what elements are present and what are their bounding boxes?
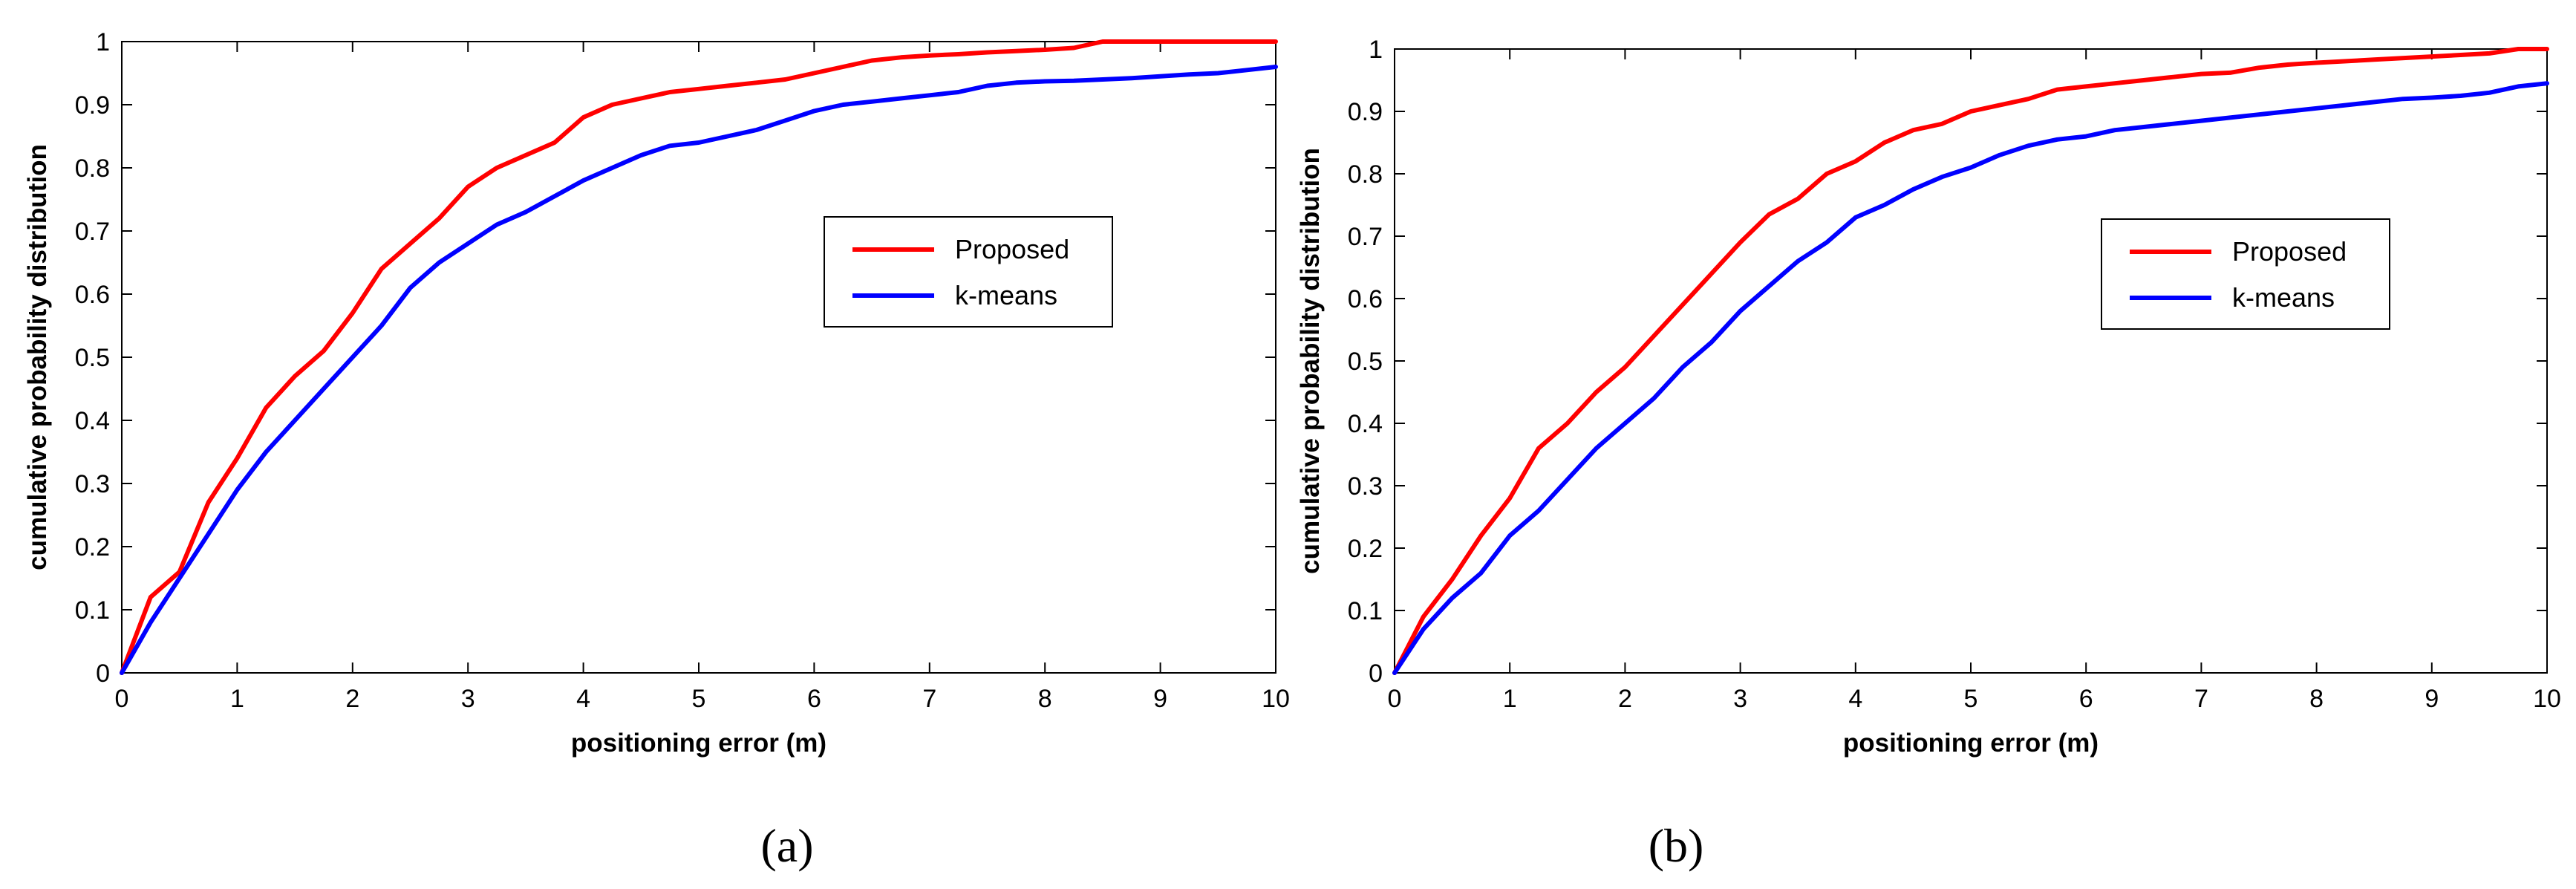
y-tick-label: 0.8: [75, 154, 110, 183]
y-tick-label: 0: [1369, 660, 1383, 688]
y-tick-label: 0.4: [75, 407, 110, 435]
chart-a: 0 1 2 3 4 5 6 7 8 9 10 0 0.1 0.2 0.3 0.4 0.5 0.6 0.7 0.8 0.9…: [23, 28, 1290, 758]
y-tick-label: 0.9: [1348, 98, 1383, 126]
x-tick-label: 7: [922, 685, 936, 713]
y-axis-label: cumulative probability distribution: [1296, 148, 1325, 574]
y-tick-label: 0.3: [1348, 472, 1383, 501]
x-tick-label: 10: [1262, 685, 1290, 713]
x-tick-label: 4: [576, 685, 590, 713]
y-tick-label: 1: [96, 28, 110, 56]
x-tick-label: 8: [2309, 685, 2324, 713]
x-tick-label: 5: [692, 685, 706, 713]
x-tick-label: 4: [1848, 685, 1862, 713]
y-tick-label: 0.2: [75, 533, 110, 561]
legend-label: k-means: [2232, 282, 2335, 313]
legend-label: k-means: [955, 280, 1057, 310]
x-tick-label: 6: [2079, 685, 2093, 713]
y-tick-label: 0.7: [75, 218, 110, 246]
x-tick-label: 8: [1038, 685, 1052, 713]
plot-frame: [121, 41, 1276, 674]
x-tick-label: 6: [807, 685, 821, 713]
x-axis-label: positioning error (m): [571, 729, 826, 758]
x-tick-label: 1: [230, 685, 244, 713]
y-tick-label: 0.6: [1348, 285, 1383, 313]
series-line-proposed: [1392, 47, 2549, 675]
y-tick-label: 0.4: [1348, 410, 1383, 438]
x-tick-label: 2: [1618, 685, 1632, 713]
x-tick-label: 9: [2425, 685, 2439, 713]
y-tick-label: 0.6: [75, 281, 110, 309]
y-tick-label: 0.9: [75, 91, 110, 120]
y-tick-label: 0.1: [1348, 597, 1383, 625]
x-tick-label: 10: [2533, 685, 2561, 713]
x-tick-label: 9: [1153, 685, 1167, 713]
x-tick-label: 7: [2194, 685, 2208, 713]
y-tick-label: 0: [96, 660, 110, 688]
y-tick-label: 1: [1369, 36, 1383, 64]
chart-b: 0 1 2 3 4 5 6 7 8 9 10 0 0.1 0.2 0.3 0.4 0.5 0.6 0.7 0.8 0.9…: [1296, 36, 2561, 758]
x-tick-label: 5: [1964, 685, 1978, 713]
y-tick-label: 0.2: [1348, 535, 1383, 563]
y-tick-label: 0.3: [75, 470, 110, 498]
y-axis-label: cumulative probability distribution: [23, 144, 52, 570]
legend-box: [824, 216, 1113, 328]
legend-label: Proposed: [955, 234, 1069, 264]
x-tick-label: 3: [1733, 685, 1747, 713]
y-tick-label: 0.1: [75, 596, 110, 625]
legend-box: [2101, 218, 2390, 330]
y-tick-label: 0.7: [1348, 223, 1383, 251]
series-line-proposed: [120, 39, 1278, 675]
legend-label: Proposed: [2232, 236, 2347, 267]
x-tick-label: 3: [461, 685, 475, 713]
x-tick-label: 1: [1503, 685, 1517, 713]
y-tick-label: 0.5: [75, 344, 110, 372]
caption-a: (a): [760, 819, 813, 872]
y-tick-label: 0.5: [1348, 348, 1383, 376]
y-tick-label: 0.8: [1348, 160, 1383, 189]
x-axis-label: positioning error (m): [1843, 729, 2099, 758]
x-tick-label: 0: [115, 685, 129, 713]
plot-frame: [1394, 48, 2548, 674]
series-line-k-means: [1392, 81, 2549, 675]
x-tick-label: 2: [345, 685, 359, 713]
caption-b: (b): [1649, 819, 1704, 872]
x-tick-label: 0: [1388, 685, 1402, 713]
series-line-k-means: [120, 65, 1278, 675]
